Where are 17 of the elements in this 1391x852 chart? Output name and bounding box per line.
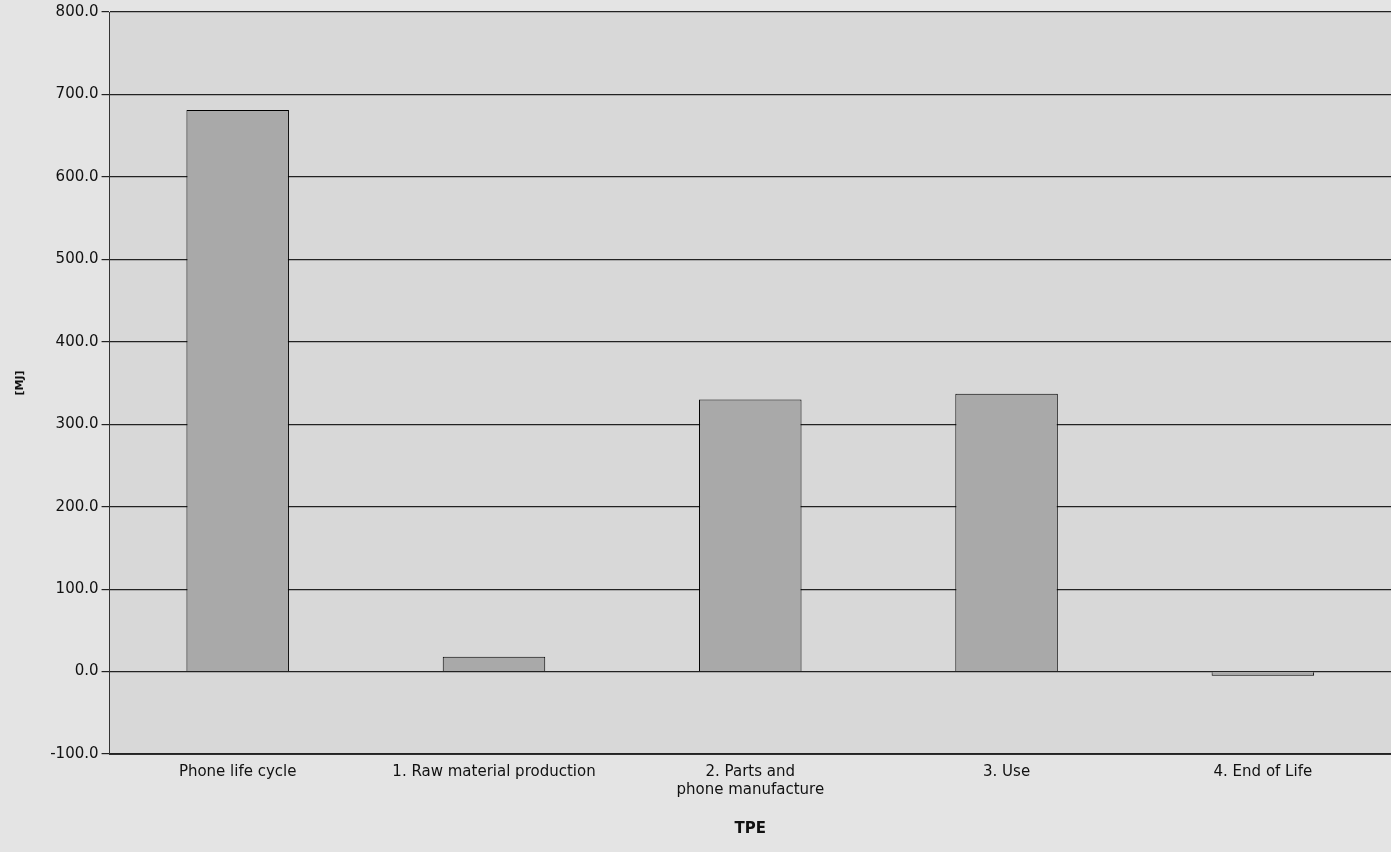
y-tick-label: -100.0 [50, 743, 99, 762]
y-tick-label: 800.0 [55, 1, 99, 20]
x-tick-label: 2. Parts and phone manufacture [676, 761, 825, 798]
y-tick-label: 700.0 [55, 84, 99, 103]
y-tick-label: 400.0 [55, 331, 99, 350]
y-tick-label: 200.0 [55, 496, 99, 515]
x-tick-label: Phone life cycle [178, 761, 297, 780]
x-tick-label: 3. Use [983, 761, 1031, 780]
y-tick-label: 600.0 [55, 166, 99, 185]
x-axis-title: TPE [734, 818, 767, 837]
y-tick-label: 300.0 [55, 414, 99, 433]
y-axis-title: [MJ] [13, 370, 27, 396]
x-tick-label: 1. Raw material production [392, 761, 596, 780]
y-tick-label: 0.0 [74, 661, 99, 680]
y-tick-label: 500.0 [55, 249, 99, 268]
x-tick-label: 4. End of Life [1213, 761, 1313, 780]
y-tick-label: 100.0 [55, 579, 99, 597]
